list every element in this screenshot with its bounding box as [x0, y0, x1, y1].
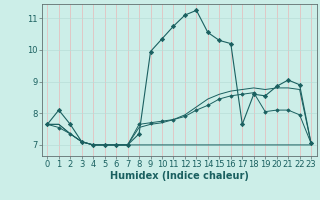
- X-axis label: Humidex (Indice chaleur): Humidex (Indice chaleur): [110, 171, 249, 181]
